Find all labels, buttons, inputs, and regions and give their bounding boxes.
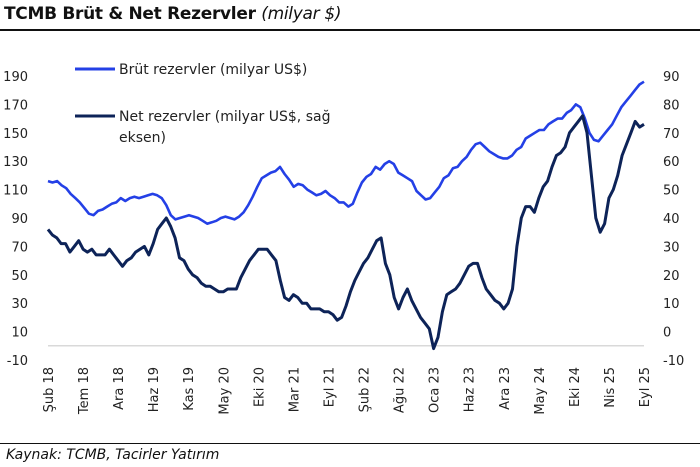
title-divider [0, 29, 700, 31]
y-left-tick-label: 50 [11, 269, 28, 284]
x-tick-label: Eki 20 [252, 367, 267, 407]
y-right-tick-label: 40 [663, 212, 680, 227]
x-tick-label: Oca 23 [428, 367, 443, 413]
legend-label-gross: Brüt rezervler (milyar US$) [119, 62, 307, 78]
x-tick-label: Eyl 25 [638, 367, 653, 407]
x-tick-label: Ağu 22 [393, 367, 408, 413]
x-tick-label: Şub 22 [358, 367, 373, 412]
y-left-tick-label: 110 [3, 184, 28, 199]
y-left-tick-label: 30 [11, 297, 28, 312]
y-left-tick-label: 130 [3, 155, 28, 170]
x-tick-label: Eyl 21 [322, 367, 337, 407]
y-left-tick-label: 190 [3, 70, 28, 85]
series-group [46, 80, 645, 351]
y-right-tick-label: 70 [663, 127, 680, 142]
x-tick-label: Haz 19 [147, 367, 162, 412]
x-tick-label: Haz 23 [463, 367, 478, 412]
left-axis: -10 10 30 50 70 90 110 130 150 170 190 [3, 70, 28, 369]
y-left-tick-label: 70 [11, 240, 28, 255]
y-right-tick-label: 90 [663, 70, 680, 85]
y-right-tick-label: 50 [663, 184, 680, 199]
x-tick-label: Ara 18 [112, 367, 127, 410]
chart-title: TCMB Brüt & Net Rezervler (milyar $) [4, 4, 342, 24]
y-right-tick-label: 10 [663, 297, 680, 312]
x-tick-label: May 20 [217, 367, 232, 415]
x-tick-label: Mar 21 [287, 367, 302, 412]
y-left-tick-label: 170 [3, 98, 28, 113]
chart-title-unit: (milyar $) [261, 4, 342, 24]
y-left-tick-label: 90 [11, 212, 28, 227]
y-left-tick-label: 10 [11, 326, 28, 341]
x-tick-label: Eki 24 [568, 367, 583, 407]
y-right-tick-label: -10 [663, 354, 684, 369]
chart-title-main: TCMB Brüt & Net Rezervler [4, 4, 256, 24]
x-axis: Şub 18 Tem 18 Ara 18 Haz 19 Kas 19 May 20 Eki … [42, 367, 653, 415]
y-left-tick-label: 150 [3, 127, 28, 142]
right-axis: -10 0 10 20 30 40 50 60 70 80 90 [663, 70, 684, 369]
source-divider [0, 443, 700, 444]
legend: Brüt rezervler (milyar US$) Net rezervle… [75, 62, 330, 146]
x-tick-label: Şub 18 [42, 367, 57, 412]
y-right-tick-label: 80 [663, 98, 680, 113]
y-right-tick-label: 0 [663, 326, 671, 341]
x-tick-label: Tem 18 [77, 367, 92, 415]
y-left-tick-label: -10 [7, 354, 28, 369]
y-right-tick-label: 20 [663, 269, 680, 284]
x-tick-label: Nis 25 [603, 367, 618, 408]
x-tick-label: Kas 19 [182, 367, 197, 411]
chart-plot: -10 10 30 50 70 90 110 130 150 170 190 -10 0 10 20 30 4… [3, 62, 684, 415]
source-note: Kaynak: TCMB, Tacirler Yatırım [6, 447, 220, 463]
series-line-gross [47, 80, 645, 225]
y-right-tick-label: 30 [663, 240, 680, 255]
legend-label-net: Net rezervler (milyar US$, sağ [119, 109, 330, 125]
x-tick-label: May 24 [533, 367, 548, 415]
y-right-tick-label: 60 [663, 155, 680, 170]
x-tick-label: Ara 23 [498, 367, 513, 410]
legend-label-net-cont: eksen) [119, 130, 166, 146]
series-line-net [46, 114, 645, 351]
